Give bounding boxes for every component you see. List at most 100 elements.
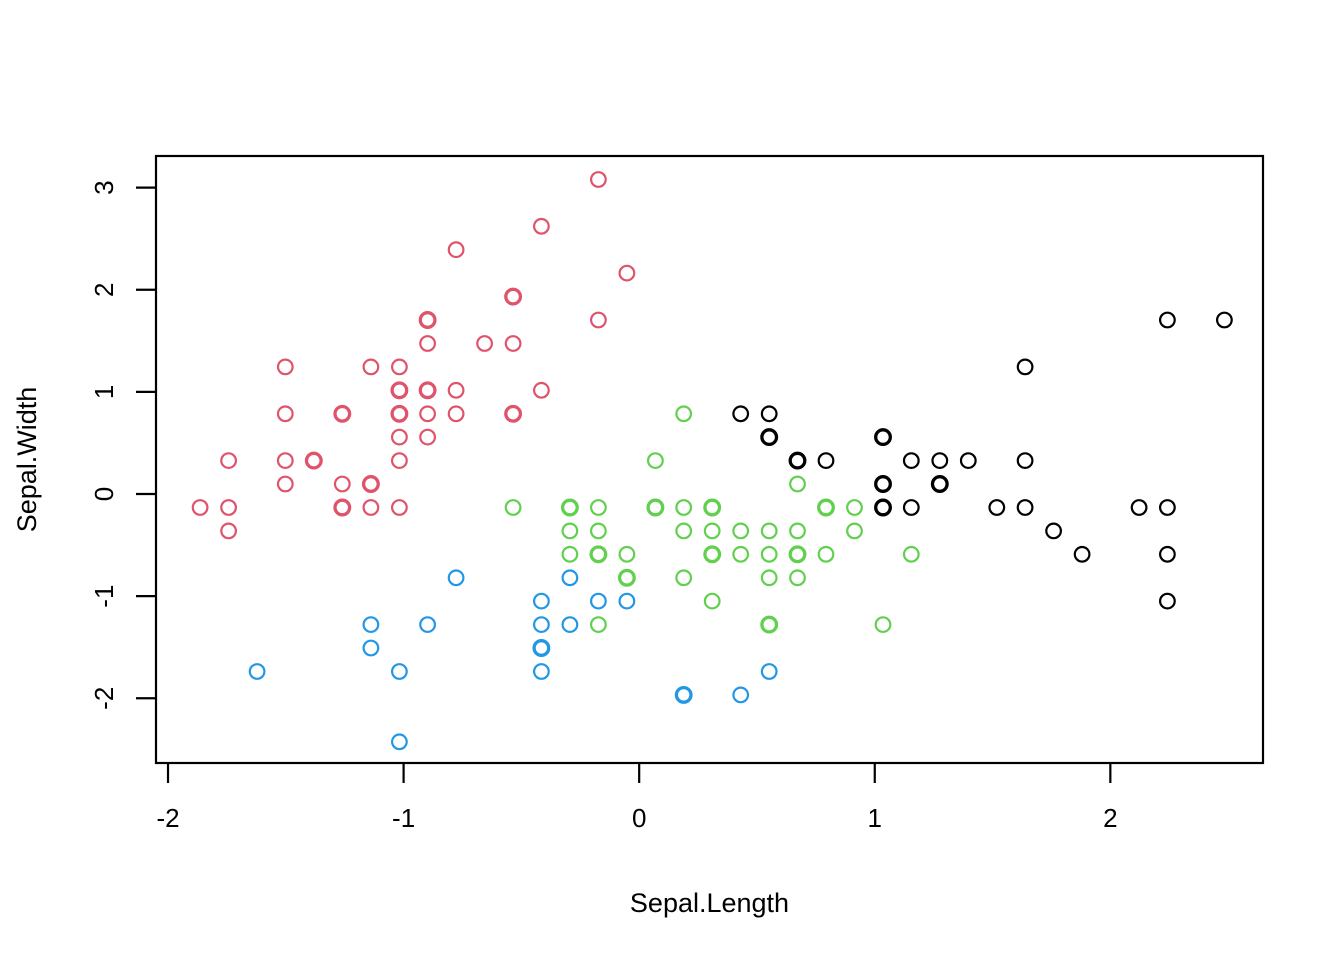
data-point-cluster-red [447, 241, 465, 259]
data-point-cluster-blue [391, 733, 408, 751]
data-point-cluster-green [675, 522, 693, 540]
data-point-cluster-red [220, 522, 238, 540]
data-point-cluster-black [988, 499, 1006, 516]
data-point-cluster-red [276, 452, 294, 470]
data-point-cluster-blue [447, 569, 465, 587]
data-point-cluster-green [817, 498, 835, 517]
data-point-cluster-black [817, 452, 835, 470]
x-axis-label: Sepal.Length [630, 888, 789, 918]
data-point-cluster-green [675, 499, 693, 516]
data-point-cluster-black [874, 498, 892, 517]
data-point-cluster-red [361, 475, 380, 493]
data-point-cluster-green [675, 405, 693, 423]
data-point-cluster-red [504, 287, 523, 306]
data-point-cluster-red [391, 499, 408, 516]
data-point-cluster-black [1016, 452, 1034, 470]
data-point-cluster-green [647, 452, 664, 470]
x-axis: -2 -1 0 1 2 [156, 763, 1118, 833]
data-point-cluster-green [788, 545, 807, 564]
data-point-cluster-red [390, 381, 409, 400]
y-tick-label: 2 [89, 283, 119, 297]
data-point-cluster-green [817, 545, 835, 563]
data-point-cluster-black [760, 428, 779, 447]
data-point-cluster-red [590, 171, 607, 188]
y-tick-label: -2 [89, 687, 119, 710]
x-tick-label: 0 [632, 803, 646, 833]
data-point-cluster-green [846, 522, 863, 540]
data-point-cluster-blue [561, 569, 579, 587]
data-point-cluster-red [590, 311, 607, 329]
data-point-cluster-blue [391, 663, 408, 680]
data-point-cluster-black [902, 452, 920, 470]
data-point-cluster-black [930, 475, 949, 493]
data-point-cluster-green [590, 522, 607, 540]
data-point-cluster-black [1016, 358, 1034, 376]
data-point-cluster-blue [590, 592, 607, 610]
data-point-cluster-red [276, 358, 294, 376]
data-point-cluster-red [220, 452, 238, 470]
data-point-cluster-green [760, 545, 778, 563]
data-point-cluster-blue [533, 663, 550, 680]
data-point-cluster-red [447, 405, 465, 423]
data-point-cluster-red [362, 358, 380, 376]
data-point-cluster-blue [618, 592, 636, 610]
data-point-cluster-green [589, 545, 608, 564]
data-point-cluster-red [504, 335, 522, 352]
data-point-cluster-black [760, 405, 778, 423]
data-point-cluster-green [703, 522, 721, 540]
y-tick-label: 3 [89, 180, 119, 194]
data-point-cluster-green [618, 545, 636, 563]
data-point-cluster-red [304, 451, 323, 470]
plot-box [154, 154, 1265, 765]
data-point-cluster-green [675, 569, 693, 587]
data-point-cluster-black [874, 475, 892, 493]
data-point-cluster-blue [732, 686, 750, 704]
data-point-cluster-black [1130, 499, 1148, 516]
data-point-cluster-green [560, 498, 579, 517]
data-point-cluster-red [533, 217, 550, 235]
data-point-cluster-red [391, 428, 408, 446]
data-point-cluster-green [846, 499, 863, 516]
data-point-cluster-red [447, 381, 465, 399]
data-point-cluster-red [333, 404, 352, 423]
data-point-cluster-blue [362, 616, 380, 633]
x-tick-label: -1 [392, 803, 415, 833]
data-point-cluster-blue [533, 592, 550, 610]
data-point-cluster-green [703, 498, 722, 517]
data-point-cluster-red [390, 404, 409, 423]
data-point-cluster-red [504, 404, 523, 423]
data-point-cluster-black [1158, 592, 1176, 610]
y-tick-label: -1 [89, 585, 119, 608]
data-point-cluster-black [902, 499, 920, 516]
data-point-cluster-blue [533, 616, 550, 633]
data-point-cluster-black [1158, 499, 1176, 516]
data-point-cluster-green [646, 498, 665, 517]
data-point-cluster-green [902, 545, 920, 563]
data-point-cluster-black [788, 451, 807, 470]
data-point-cluster-blue [419, 616, 437, 633]
data-point-cluster-green [760, 569, 778, 587]
data-point-cluster-blue [760, 663, 778, 680]
data-point-cluster-blue [674, 685, 693, 704]
data-points [191, 171, 1233, 751]
y-tick-label: 0 [89, 487, 119, 501]
x-tick-label: 2 [1103, 803, 1117, 833]
data-point-cluster-black [1045, 522, 1062, 540]
data-point-cluster-green [504, 499, 522, 516]
data-point-cluster-green [703, 545, 722, 564]
data-point-cluster-red [333, 475, 351, 493]
data-point-cluster-black [1073, 545, 1091, 563]
data-point-cluster-red [419, 428, 437, 446]
y-tick-label: 1 [89, 385, 119, 399]
data-point-cluster-black [1016, 499, 1034, 516]
data-point-cluster-green [789, 569, 806, 587]
data-point-cluster-red [419, 405, 437, 423]
data-point-cluster-black [931, 452, 949, 470]
data-point-cluster-blue [362, 639, 380, 657]
data-point-cluster-red [618, 264, 636, 282]
data-point-cluster-green [561, 545, 579, 563]
data-point-cluster-red [391, 358, 408, 376]
